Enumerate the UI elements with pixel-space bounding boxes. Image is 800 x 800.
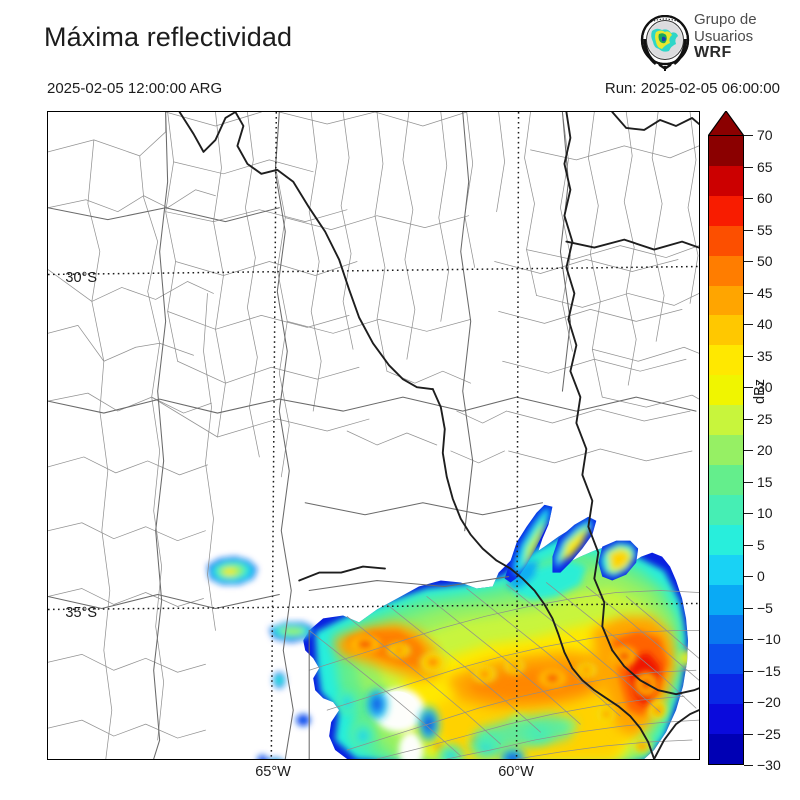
colorbar-band-5 — [709, 285, 743, 316]
colorbar-band-1 — [709, 165, 743, 196]
colorbar-tick-label-0: 70 — [757, 127, 773, 143]
colorbar-band-20 — [709, 734, 743, 765]
lat-tick-30s: 30°S — [65, 270, 97, 286]
administrative-boundaries — [48, 112, 699, 759]
colorbar-tick-label-2: 60 — [757, 190, 773, 206]
colorbar-tick-label-3: 55 — [757, 221, 773, 238]
colorbar-tick-mark-15 — [744, 607, 753, 609]
colorbar-tick-label-15: −5 — [757, 599, 773, 616]
colorbar-tick-mark-20 — [744, 765, 753, 766]
colorbar-tick-label-14: 0 — [757, 568, 765, 584]
colorbar-tick-mark-6 — [744, 324, 753, 325]
colorbar-band-2 — [709, 195, 743, 226]
colorbar-band-12 — [709, 494, 743, 525]
colorbar-tick-label-11: 15 — [757, 473, 773, 490]
colorbar-tick-mark-9 — [744, 418, 753, 420]
scattered-cells-southwest — [257, 672, 311, 759]
valid-time-label: 2025-02-05 12:00:00 ARG — [47, 80, 223, 97]
colorbar-tick-mark-10 — [744, 450, 753, 451]
colorbar-band-9 — [709, 405, 743, 436]
colorbar-band-0 — [709, 136, 743, 166]
colorbar-tick-mark-2 — [744, 198, 753, 199]
graticule-lon-65w — [270, 112, 278, 759]
colorbar-tick-mark-11 — [744, 481, 753, 483]
province-boundaries — [48, 112, 697, 759]
colorbar-tick-mark-18 — [744, 702, 753, 703]
logo-text-block: Grupo de Usuarios WRF — [694, 11, 798, 62]
colorbar-band-8 — [709, 375, 743, 406]
colorbar-tick-mark-12 — [744, 513, 753, 514]
colorbar-unit-label: dBz — [752, 379, 768, 404]
colorbar-tick-label-10: 20 — [757, 442, 773, 458]
colorbar-tick-label-5: 45 — [757, 284, 773, 301]
colorbar-tick-mark-19 — [744, 733, 753, 735]
colorbar-tick-mark-8 — [744, 387, 753, 388]
colorbar-ticks: 70 65 60 55 50 45 40 35 30 25 20 15 10 5 0 −5 −10 −15 −20−… — [744, 111, 800, 773]
colorbar-tick-label-20: −30 — [757, 757, 781, 773]
graticule-lat-30s — [48, 265, 699, 276]
colorbar-band-15 — [709, 584, 743, 615]
colorbar-tick-mark-7 — [744, 355, 753, 357]
colorbar-tick-mark-16 — [744, 639, 753, 640]
lat-tick-35s: 35°S — [65, 605, 97, 621]
graticule — [48, 112, 699, 759]
colorbar-band-13 — [709, 524, 743, 555]
colorbar-tick-label-1: 65 — [757, 158, 773, 175]
colorbar-tick-mark-14 — [744, 576, 753, 577]
wrf-user-group-logo: Grupo de Usuarios WRF — [638, 11, 798, 73]
colorbar-band-10 — [709, 435, 743, 465]
colorbar-tick-label-13: 5 — [757, 536, 765, 553]
colorbar-tick-label-4: 50 — [757, 253, 773, 269]
colorbar-tick-label-8: 30 — [757, 379, 773, 395]
department-boundaries — [48, 112, 699, 759]
colorbar-band-11 — [709, 464, 743, 495]
reflectivity-field — [207, 504, 689, 759]
map-frame — [47, 111, 700, 760]
colorbar-tick-label-16: −10 — [757, 631, 781, 647]
map-plot-area — [47, 111, 700, 760]
country-borders-and-coastline — [178, 112, 699, 759]
colorbar-tick-label-6: 40 — [757, 316, 773, 332]
colorbar-band-18 — [709, 674, 743, 705]
colorbar-band-16 — [709, 614, 743, 645]
colorbar-tick-label-19: −25 — [757, 725, 781, 742]
colorbar-extend-arrow-icon — [708, 111, 744, 137]
colorbar-tick-mark-3 — [744, 229, 753, 231]
graticule-lat-35s — [48, 602, 699, 611]
colorbar-tick-mark-0 — [744, 135, 753, 136]
logo-line-3: WRF — [694, 44, 732, 61]
colorbar-tick-mark-13 — [744, 544, 753, 546]
colorbar-bands — [708, 135, 744, 765]
colorbar-tick-label-7: 35 — [757, 347, 773, 364]
colorbar-tick-label-9: 25 — [757, 410, 773, 427]
colorbar-band-7 — [709, 345, 743, 376]
colorbar-tick-mark-4 — [744, 261, 753, 262]
logo-line-2: Usuarios — [694, 27, 754, 45]
lon-tick-60w: 60°W — [498, 764, 534, 780]
colorbar-band-19 — [709, 704, 743, 735]
colorbar: 70 65 60 55 50 45 40 35 30 25 20 15 10 5 0 −5 −10 −15 −20−… — [708, 111, 800, 773]
colorbar-band-17 — [709, 644, 743, 675]
colorbar-band-4 — [709, 255, 743, 286]
colorbar-band-14 — [709, 554, 743, 585]
reflectivity-map — [48, 112, 699, 759]
colorbar-tick-label-18: −20 — [757, 694, 781, 710]
run-time-label: Run: 2025-02-05 06:00:00 — [604, 80, 780, 97]
colorbar-band-3 — [709, 225, 743, 256]
isolated-cell-cuyo — [207, 556, 258, 585]
colorbar-band-6 — [709, 315, 743, 346]
colorbar-tick-mark-1 — [744, 166, 753, 168]
colorbar-tick-label-12: 10 — [757, 505, 773, 521]
colorbar-tick-mark-5 — [744, 292, 753, 294]
globe-seal-icon — [640, 15, 690, 71]
logo-line-1: Grupo de — [694, 11, 757, 28]
lon-tick-65w: 65°W — [255, 764, 291, 780]
graticule-lon-60w — [515, 112, 520, 759]
colorbar-tick-label-17: −15 — [757, 662, 781, 679]
colorbar-tick-mark-17 — [744, 670, 753, 672]
page-title: Máxima reflectividad — [44, 22, 293, 52]
